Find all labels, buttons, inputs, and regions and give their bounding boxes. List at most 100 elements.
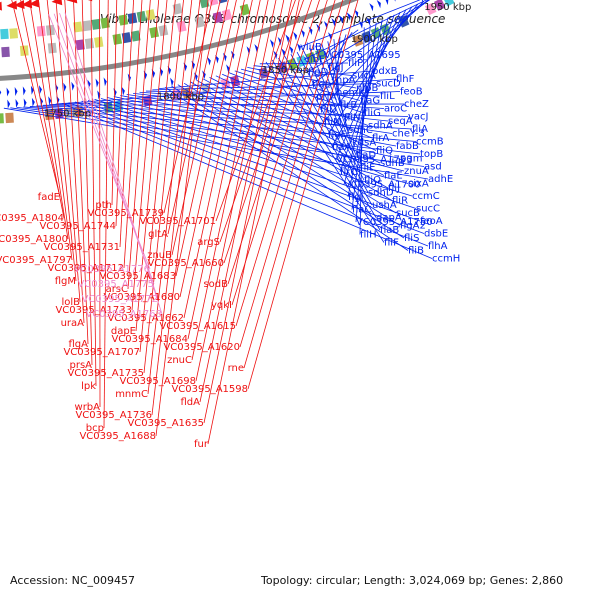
gene-label: fur	[194, 439, 209, 450]
gene-label: pdxB	[372, 66, 398, 77]
gene-label: fadE	[38, 192, 60, 203]
forward-strand-feature	[0, 90, 2, 95]
gene-label: aroC	[384, 104, 407, 115]
feature-tracks	[0, 0, 455, 124]
leader-line	[175, 0, 237, 277]
gene-label: VC0395_A1804	[0, 213, 64, 224]
leader-line	[167, 0, 221, 235]
leader-line	[321, 43, 349, 131]
cog-category-block	[5, 112, 14, 124]
sequence-summary: Topology: circular; Length: 3,024,069 bp…	[261, 574, 564, 587]
gene-label: fliO	[364, 175, 381, 186]
leader-line	[171, 85, 405, 239]
forward-strand-feature	[277, 36, 282, 46]
leader-line	[187, 0, 261, 340]
gene-label: VC0395_A1635	[127, 418, 204, 429]
gene-label: VC0395_A1695	[324, 50, 401, 61]
gene-label: sdhB	[380, 158, 405, 169]
cog-category-block	[82, 20, 92, 32]
gene-label: VC0395_A1731	[43, 242, 120, 253]
gene-label: dapA	[376, 213, 402, 224]
position-ticks: 1950 kbp 1900 kbp 1850 kbp 1800 kbp 1750 kbp	[44, 2, 471, 119]
reverse-strand-feature	[0, 1, 2, 11]
accession-label: Accession: NC_009457	[10, 574, 136, 587]
forward-strand-feature	[6, 87, 10, 97]
forward-strand-feature	[7, 99, 11, 109]
gene-label: sdhC	[348, 125, 373, 136]
forward-strand-feature	[394, 0, 396, 2]
cog-category-block	[9, 28, 19, 39]
cog-category-block	[0, 113, 4, 124]
forward-strand-feature	[31, 97, 35, 107]
gene-label: fliH	[360, 230, 377, 241]
gene-label: VC0395_A1615	[159, 321, 236, 332]
forward-strand-feature	[113, 87, 117, 97]
forward-strand-feature	[40, 97, 44, 106]
forward-strand-feature	[269, 39, 274, 48]
leader-line	[145, 90, 381, 97]
leader-line	[55, 78, 397, 105]
gene-label: fliS	[404, 233, 419, 244]
leader-line	[143, 0, 184, 374]
leader-line	[177, 84, 401, 226]
gene-label: feoB	[400, 87, 423, 98]
gene-label: flaE	[384, 171, 403, 182]
forward-strand-feature	[346, 12, 351, 21]
gene-label: znuA	[404, 166, 429, 177]
leader-line	[90, 0, 97, 387]
leader-line	[223, 0, 312, 264]
gene-label: fliQ	[376, 146, 393, 157]
gene-label: flgF	[328, 130, 347, 141]
forward-strand-feature	[170, 77, 174, 87]
gene-label: adhE	[428, 174, 453, 185]
leader-line	[29, 106, 413, 130]
gene-label: ushA	[372, 200, 397, 211]
gene-label: fliF	[384, 238, 399, 249]
gene-label: seqA	[388, 116, 413, 127]
gene-label: sucD	[376, 79, 401, 90]
cog-category-block	[239, 3, 251, 16]
forward-strand-feature	[339, 15, 344, 24]
gene-label: VC0395_A1736	[75, 410, 152, 421]
gene-label: fliR	[392, 196, 408, 207]
leader-line	[46, 0, 77, 282]
forward-strand-feature	[207, 56, 211, 66]
forward-strand-feature	[48, 96, 52, 106]
gene-label: flgD	[308, 67, 329, 78]
leader-line	[199, 0, 285, 403]
cog-category-block	[176, 20, 187, 33]
reverse-strand-feature	[6, 0, 18, 10]
leader-line	[209, 77, 381, 164]
gene-label: VC0395_A1735	[67, 368, 144, 379]
forward-strand-feature	[376, 0, 381, 9]
gene-label: flrA	[372, 133, 389, 144]
gene-label: flhA	[428, 241, 448, 252]
forward-strand-feature	[366, 17, 371, 26]
gene-label: flgM	[55, 276, 76, 287]
gene-label: VC0395_A1753	[336, 155, 413, 166]
cog-category-block	[208, 0, 219, 6]
gene-label: viuB	[300, 42, 322, 53]
map-title: Vibrio cholerae O395 chromosome 2, compl…	[100, 12, 445, 26]
leader-line	[36, 105, 409, 117]
leader-line	[127, 0, 151, 290]
leader-line	[239, 0, 344, 348]
leader-line	[20, 0, 65, 219]
gene-label: fliE	[360, 163, 375, 174]
leader-line	[171, 0, 229, 256]
forward-strand-feature	[63, 82, 67, 92]
gene-label: vacJ	[408, 112, 429, 123]
leader-line	[11, 0, 61, 198]
forward-strand-feature	[354, 9, 359, 18]
gene-label: VC0395_A1712	[47, 263, 124, 274]
cog-category-block	[36, 25, 46, 37]
cog-category-block	[73, 21, 83, 33]
gene-label: VC0395_A1707	[63, 347, 140, 358]
tick-label: 1800 kbp	[157, 91, 204, 102]
forward-strand-feature	[22, 86, 26, 96]
leader-line	[207, 0, 300, 445]
leader-line	[49, 91, 401, 106]
leader-line	[103, 0, 109, 429]
leader-line	[222, 73, 373, 139]
